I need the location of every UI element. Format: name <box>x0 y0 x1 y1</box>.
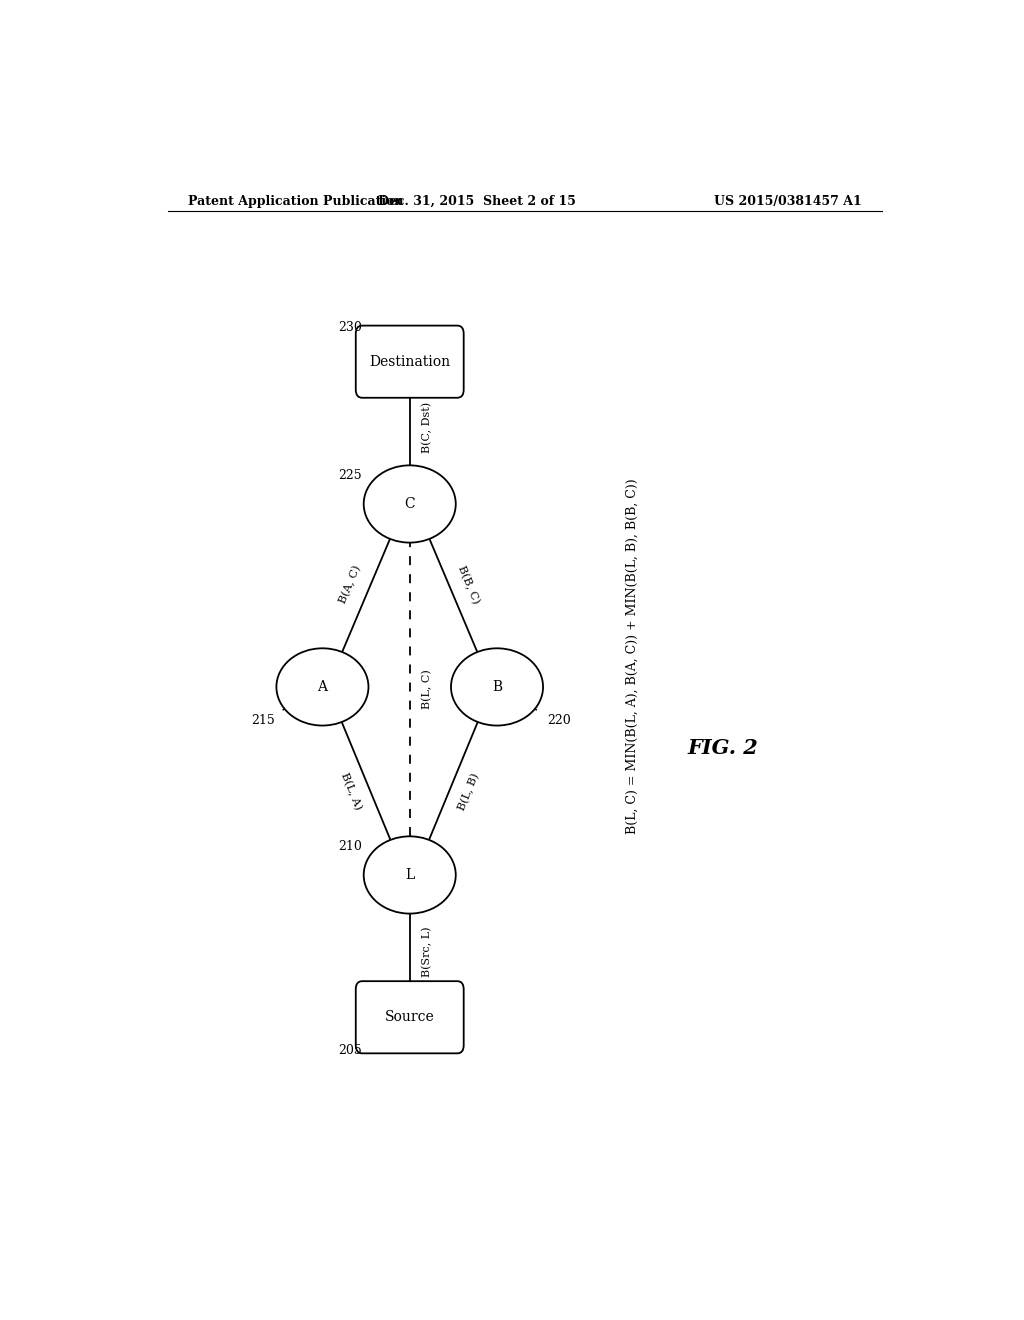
Text: B(L, B): B(L, B) <box>457 771 481 812</box>
Text: FIG. 2: FIG. 2 <box>688 738 759 758</box>
Text: US 2015/0381457 A1: US 2015/0381457 A1 <box>715 194 862 207</box>
Text: 220: 220 <box>547 714 570 727</box>
Text: B(L, C): B(L, C) <box>422 669 432 709</box>
Text: C: C <box>404 496 415 511</box>
Text: A: A <box>317 680 328 694</box>
Text: Dec. 31, 2015  Sheet 2 of 15: Dec. 31, 2015 Sheet 2 of 15 <box>378 194 577 207</box>
Text: B(L, A): B(L, A) <box>338 771 362 812</box>
Ellipse shape <box>451 648 543 726</box>
Text: 210: 210 <box>338 840 362 853</box>
Text: B(B, C): B(B, C) <box>456 564 481 606</box>
Text: 215: 215 <box>251 714 274 727</box>
FancyBboxPatch shape <box>355 326 464 397</box>
Text: Destination: Destination <box>370 355 451 368</box>
Text: 230: 230 <box>338 321 362 334</box>
Ellipse shape <box>364 466 456 543</box>
Text: B(Src, L): B(Src, L) <box>422 927 432 977</box>
Text: Source: Source <box>385 1010 434 1024</box>
Text: L: L <box>406 869 415 882</box>
FancyBboxPatch shape <box>355 981 464 1053</box>
Ellipse shape <box>364 837 456 913</box>
Text: 205: 205 <box>338 1044 362 1057</box>
Text: B: B <box>492 680 502 694</box>
Text: B(L, C) = MIN(B(L, A), B(A, C)) + MIN(B(L, B), B(B, C)): B(L, C) = MIN(B(L, A), B(A, C)) + MIN(B(… <box>626 479 638 834</box>
Text: Patent Application Publication: Patent Application Publication <box>187 194 403 207</box>
Text: B(C, Dst): B(C, Dst) <box>422 401 432 453</box>
Ellipse shape <box>276 648 369 726</box>
Text: 225: 225 <box>338 469 362 482</box>
Text: B(A, C): B(A, C) <box>338 564 364 606</box>
